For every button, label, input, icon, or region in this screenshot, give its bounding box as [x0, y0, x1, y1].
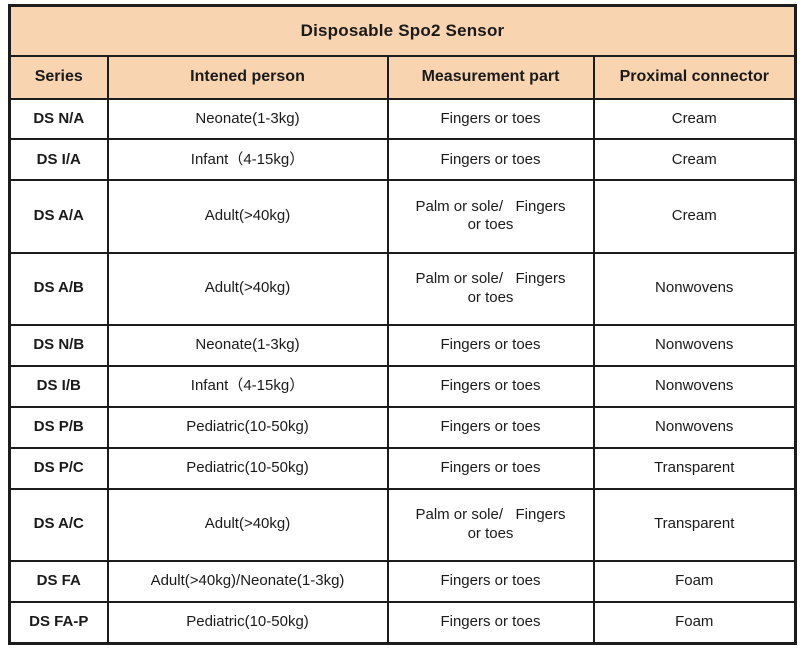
table-row: DS I/A Infant（4-15kg） Fingers or toes Cream — [8, 138, 797, 182]
table-row: DS FA-P Pediatric(10-50kg) Fingers or toes… — [8, 600, 797, 645]
table-body: DS N/A Neonate(1-3kg) Fingers or toes Cream… — [8, 97, 797, 645]
person-cell: Adult(>40kg)/Neonate(1-3kg) — [106, 559, 389, 603]
person-cell: Adult(>40kg) — [106, 487, 389, 562]
series-cell: DS P/C — [8, 446, 109, 490]
table-row: DS I/B Infant（4-15kg） Fingers or toes Nonwo… — [8, 364, 797, 408]
series-cell: DS A/A — [8, 179, 109, 254]
table-row: DS P/B Pediatric(10-50kg) Fingers or toes N… — [8, 405, 797, 449]
series-cell: DS I/A — [8, 138, 109, 182]
connector-cell: Foam — [592, 559, 797, 603]
connector-cell: Nonwovens — [592, 251, 797, 326]
person-cell: Pediatric(10-50kg) — [106, 600, 389, 645]
connector-cell: Nonwovens — [592, 364, 797, 408]
column-header-series: Series — [8, 54, 109, 100]
series-cell: DS FA — [8, 559, 109, 603]
measurement-cell: Fingers or toes — [386, 138, 595, 182]
table-row: DS A/B Adult(>40kg) Palm or sole/ Fingers … — [8, 251, 797, 326]
measurement-cell: Fingers or toes — [386, 405, 595, 449]
connector-cell: Nonwovens — [592, 405, 797, 449]
connector-cell: Nonwovens — [592, 323, 797, 367]
series-cell: DS N/B — [8, 323, 109, 367]
person-cell: Adult(>40kg) — [106, 179, 389, 254]
table-row: DS P/C Pediatric(10-50kg) Fingers or toes T… — [8, 446, 797, 490]
header-row: Series Intened person Measurement part P… — [8, 54, 797, 100]
measurement-cell: Palm or sole/ Fingers or toes — [386, 251, 595, 326]
measurement-cell: Fingers or toes — [386, 323, 595, 367]
table-row: DS N/A Neonate(1-3kg) Fingers or toes Cream — [8, 97, 797, 141]
spo2-sensor-table: Disposable Spo2 Sensor Series Intened pe… — [8, 4, 797, 645]
measurement-cell: Fingers or toes — [386, 446, 595, 490]
measurement-cell: Fingers or toes — [386, 97, 595, 141]
column-header-intened-person: Intened person — [106, 54, 389, 100]
connector-cell: Cream — [592, 138, 797, 182]
measurement-cell: Palm or sole/ Fingers or toes — [386, 179, 595, 254]
person-cell: Pediatric(10-50kg) — [106, 446, 389, 490]
table-row: DS A/C Adult(>40kg) Palm or sole/ Fingers … — [8, 487, 797, 562]
connector-cell: Cream — [592, 179, 797, 254]
series-cell: DS P/B — [8, 405, 109, 449]
person-cell: Neonate(1-3kg) — [106, 97, 389, 141]
person-cell: Neonate(1-3kg) — [106, 323, 389, 367]
person-cell: Pediatric(10-50kg) — [106, 405, 389, 449]
title-row: Disposable Spo2 Sensor — [8, 4, 797, 57]
column-header-proximal-connector: Proximal connector — [592, 54, 797, 100]
table-row: DS N/B Neonate(1-3kg) Fingers or toes Nonwo… — [8, 323, 797, 367]
measurement-cell: Palm or sole/ Fingers or toes — [386, 487, 595, 562]
table-row: DS A/A Adult(>40kg) Palm or sole/ Fingers … — [8, 179, 797, 254]
column-header-measurement-part: Measurement part — [386, 54, 595, 100]
connector-cell: Cream — [592, 97, 797, 141]
person-cell: Infant（4-15kg） — [106, 138, 389, 182]
table-title: Disposable Spo2 Sensor — [8, 4, 797, 57]
measurement-cell: Fingers or toes — [386, 600, 595, 645]
series-cell: DS FA-P — [8, 600, 109, 645]
connector-cell: Transparent — [592, 446, 797, 490]
series-cell: DS A/B — [8, 251, 109, 326]
measurement-cell: Fingers or toes — [386, 364, 595, 408]
table-frame: Disposable Spo2 Sensor Series Intened pe… — [8, 4, 797, 645]
person-cell: Adult(>40kg) — [106, 251, 389, 326]
connector-cell: Foam — [592, 600, 797, 645]
table-row: DS FA Adult(>40kg)/Neonate(1-3kg) Fingers … — [8, 559, 797, 603]
person-cell: Infant（4-15kg） — [106, 364, 389, 408]
measurement-cell: Fingers or toes — [386, 559, 595, 603]
series-cell: DS A/C — [8, 487, 109, 562]
series-cell: DS N/A — [8, 97, 109, 141]
connector-cell: Transparent — [592, 487, 797, 562]
series-cell: DS I/B — [8, 364, 109, 408]
